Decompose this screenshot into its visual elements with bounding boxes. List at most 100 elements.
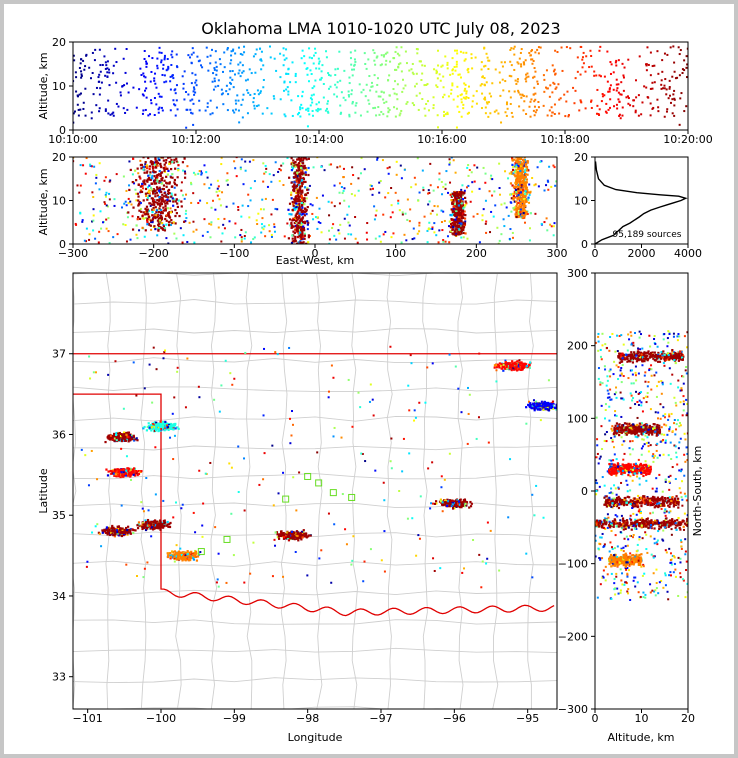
time-source-point (235, 102, 238, 105)
time-source-point (520, 63, 523, 66)
ew-source-point (537, 185, 540, 188)
ew-source-point (442, 240, 445, 243)
time-source-point (88, 66, 91, 69)
map-source-point (509, 458, 512, 461)
ew-source-point (286, 222, 289, 225)
ew-cluster-point (513, 158, 516, 161)
ew-cluster-point (154, 201, 157, 204)
ew-source-point (242, 183, 245, 186)
map-cluster-point (280, 530, 283, 533)
ew-cluster-point (166, 167, 169, 170)
time-source-point (396, 52, 399, 55)
time-source-point (299, 106, 302, 109)
ew-cluster-point (164, 161, 168, 164)
time-source-point (98, 110, 101, 113)
map-source-point (466, 442, 469, 445)
ew-source-point (428, 200, 431, 203)
map-source-point (274, 544, 277, 547)
ew-cluster-point (512, 172, 515, 175)
ew-source-point (181, 241, 184, 244)
ew-cluster-point (150, 160, 153, 163)
time-source-point (389, 60, 392, 63)
ew-source-point (357, 189, 360, 192)
time-source-point (419, 60, 422, 63)
ew-source-point (438, 178, 441, 181)
time-source-point (167, 65, 170, 68)
ew-source-point (190, 183, 193, 186)
ew-cluster-point (166, 173, 169, 176)
time-source-point (350, 63, 353, 66)
ew-source-point (328, 229, 331, 232)
time-source-point (635, 96, 638, 99)
ew-cluster-point (524, 165, 527, 168)
time-source-point (325, 50, 328, 53)
time-source-point (456, 85, 459, 88)
ew-cluster-point (293, 217, 296, 220)
ew-cluster-point (155, 182, 158, 185)
ew-cluster-point (141, 182, 144, 186)
map-cluster-point (178, 554, 181, 557)
ew-cluster-point (525, 165, 529, 169)
ew-source-point (552, 164, 555, 167)
ew-cluster-point (303, 222, 307, 225)
time-source-point (340, 111, 343, 114)
ew-source-point (319, 222, 322, 225)
ew-source-point (440, 221, 443, 224)
ew-cluster-point (297, 169, 300, 172)
time-source-point (175, 99, 178, 102)
ew-cluster-point (290, 226, 293, 229)
ew-cluster-point (307, 221, 310, 224)
ew-cluster-point (524, 185, 527, 188)
ew-cluster-point (154, 227, 157, 231)
ew-cluster-point (526, 173, 529, 176)
ew-source-point (311, 212, 314, 215)
ew-cluster-point (520, 184, 523, 187)
time-source-point (238, 121, 241, 124)
ew-cluster-point (301, 232, 304, 235)
time-source-point (319, 108, 322, 111)
map-source-point (87, 484, 90, 487)
ew-cluster-point (303, 186, 307, 189)
time-source-point (532, 93, 535, 96)
ew-source-point (108, 180, 111, 183)
map-source-point (542, 516, 545, 519)
ew-cluster-point (170, 195, 173, 198)
time-source-point (252, 101, 255, 104)
map-source-point (364, 460, 367, 463)
time-source-point (183, 98, 186, 101)
time-source-point (306, 125, 309, 128)
time-source-point (282, 64, 285, 67)
time-source-point (536, 80, 539, 83)
ew-cluster-point (460, 215, 463, 219)
time-source-point (404, 50, 407, 53)
map-source-point (199, 551, 202, 554)
ew-source-point (341, 192, 344, 195)
ew-source-point (85, 240, 88, 243)
ew-source-point (373, 218, 376, 221)
ew-cluster-point (150, 220, 153, 224)
ew-cluster-point (157, 199, 161, 202)
ew-source-point (331, 226, 334, 229)
ew-cluster-point (143, 171, 146, 174)
ew-source-point (183, 197, 186, 200)
map-cluster-point (186, 554, 189, 557)
ew-source-point (397, 199, 400, 202)
ew-cluster-point (157, 221, 160, 224)
time-source-point (437, 49, 440, 52)
ew-source-point (137, 172, 140, 175)
ew-source-point (454, 171, 457, 174)
ew-cluster-point (520, 197, 523, 200)
time-source-point (376, 55, 379, 58)
time-source-point (119, 94, 122, 97)
map-source-point (383, 530, 386, 533)
ew-cluster-point (183, 176, 187, 179)
ew-cluster-point (525, 169, 529, 172)
ew-cluster-point (463, 223, 467, 226)
time-source-point (539, 46, 542, 49)
ew-source-point (82, 164, 85, 167)
time-source-point (108, 71, 111, 74)
ew-source-point (418, 224, 421, 227)
time-source-point (303, 55, 306, 58)
ew-cluster-point (165, 185, 168, 188)
ew-cluster-point (304, 210, 308, 213)
